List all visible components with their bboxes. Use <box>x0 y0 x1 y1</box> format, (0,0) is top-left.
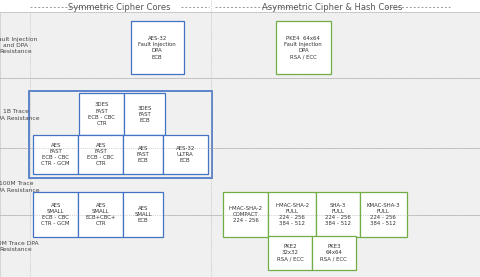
Text: PKE4  64x64
Fault Injection
DPA
RSA / ECC: PKE4 64x64 Fault Injection DPA RSA / ECC <box>285 36 322 60</box>
FancyBboxPatch shape <box>268 236 312 270</box>
FancyBboxPatch shape <box>33 192 78 237</box>
Text: 3DES
FAST
ECB - CBC
CTR: 3DES FAST ECB - CBC CTR <box>88 102 115 126</box>
FancyBboxPatch shape <box>268 192 316 237</box>
Text: AES
FAST
ECB: AES FAST ECB <box>137 146 149 163</box>
FancyBboxPatch shape <box>223 192 268 237</box>
FancyBboxPatch shape <box>33 135 78 174</box>
Text: AES
SMALL
ECB - CBC
CTR - GCM: AES SMALL ECB - CBC CTR - GCM <box>41 203 70 226</box>
FancyBboxPatch shape <box>124 93 165 135</box>
FancyBboxPatch shape <box>131 21 184 74</box>
Text: AES
SMALL
ECB: AES SMALL ECB <box>134 206 152 223</box>
Text: 3DES
FAST
ECB: 3DES FAST ECB <box>137 106 152 123</box>
FancyBboxPatch shape <box>123 192 163 237</box>
Text: AES-32
ULTRA
ECB: AES-32 ULTRA ECB <box>176 146 195 163</box>
FancyBboxPatch shape <box>0 215 480 277</box>
Text: 1B Trace
DPA Resistance: 1B Trace DPA Resistance <box>0 109 39 120</box>
Text: AES-32
Fault Injection
DPA
ECB: AES-32 Fault Injection DPA ECB <box>138 36 176 60</box>
Text: AES
FAST
ECB - CBC
CTR - GCM: AES FAST ECB - CBC CTR - GCM <box>41 143 70 166</box>
Text: AES
SMALL
ECB+CBC+
CTR: AES SMALL ECB+CBC+ CTR <box>85 203 116 226</box>
Text: PKE2
32x32
RSA / ECC: PKE2 32x32 RSA / ECC <box>277 244 303 261</box>
FancyBboxPatch shape <box>123 135 163 174</box>
Text: HMAC-SHA-2
COMPACT
224 - 256: HMAC-SHA-2 COMPACT 224 - 256 <box>229 206 263 223</box>
FancyBboxPatch shape <box>276 21 331 74</box>
FancyBboxPatch shape <box>0 0 480 12</box>
FancyBboxPatch shape <box>360 192 407 237</box>
Text: 10M Trace DPA
Resistance: 10M Trace DPA Resistance <box>0 241 38 252</box>
FancyBboxPatch shape <box>316 192 360 237</box>
FancyBboxPatch shape <box>78 192 123 237</box>
Text: Asymmetric Cipher & Hash Cores: Asymmetric Cipher & Hash Cores <box>263 3 403 12</box>
Text: Fault Injection
and DPA
Resistance: Fault Injection and DPA Resistance <box>0 37 37 54</box>
Text: Symmetric Cipher Cores: Symmetric Cipher Cores <box>68 3 171 12</box>
Text: HMAC-SHA-2
FULL
224 - 256
384 - 512: HMAC-SHA-2 FULL 224 - 256 384 - 512 <box>275 203 309 226</box>
FancyBboxPatch shape <box>78 135 123 174</box>
FancyBboxPatch shape <box>0 148 480 215</box>
FancyBboxPatch shape <box>0 12 480 78</box>
Text: KMAC-SHA-3
FULL
224 - 256
384 - 512: KMAC-SHA-3 FULL 224 - 256 384 - 512 <box>366 203 400 226</box>
FancyBboxPatch shape <box>79 93 124 135</box>
FancyBboxPatch shape <box>312 236 356 270</box>
FancyBboxPatch shape <box>163 135 208 174</box>
Text: AES
FAST
ECB - CBC
CTR: AES FAST ECB - CBC CTR <box>87 143 114 166</box>
Text: SHA-3
FULL
224 - 256
384 - 512: SHA-3 FULL 224 - 256 384 - 512 <box>325 203 350 226</box>
FancyBboxPatch shape <box>0 78 480 148</box>
Text: PKE3
64x64
RSA / ECC: PKE3 64x64 RSA / ECC <box>321 244 347 261</box>
Text: 100M Trace
DPA Resistance: 100M Trace DPA Resistance <box>0 181 39 193</box>
